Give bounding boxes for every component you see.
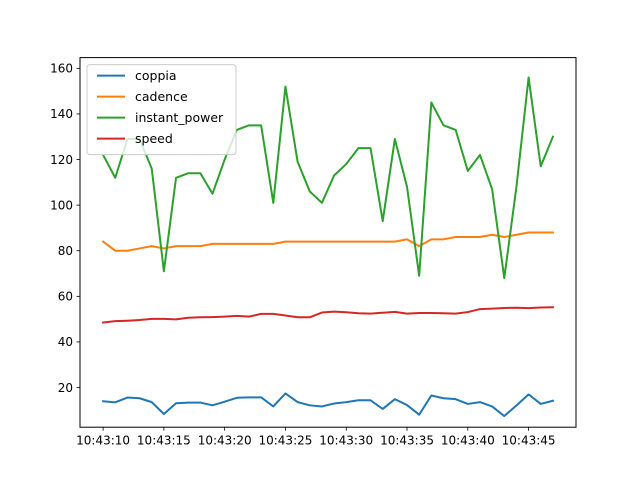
x-tick-label: 10:43:30 bbox=[319, 434, 373, 448]
x-tick-label: 10:43:25 bbox=[258, 434, 312, 448]
y-tick-label: 120 bbox=[50, 153, 73, 167]
x-tick-label: 10:43:15 bbox=[137, 434, 191, 448]
series-line-coppia bbox=[102, 392, 555, 418]
x-tick-label: 10:43:40 bbox=[441, 434, 495, 448]
x-tick-label: 10:43:35 bbox=[380, 434, 434, 448]
plot-area bbox=[101, 76, 555, 418]
x-tick-label: 10:43:20 bbox=[198, 434, 252, 448]
y-tick-label: 40 bbox=[58, 335, 73, 349]
y-tick-label: 80 bbox=[58, 244, 73, 258]
legend-label-coppia: coppia bbox=[135, 68, 177, 83]
x-tick-label: 10:43:10 bbox=[76, 434, 130, 448]
series-line-cadence bbox=[101, 231, 554, 252]
x-tick-label: 10:43:45 bbox=[502, 434, 556, 448]
legend-label-cadence: cadence bbox=[135, 89, 188, 104]
y-tick-label: 20 bbox=[58, 381, 73, 395]
series-line-speed bbox=[101, 306, 554, 324]
y-tick-label: 60 bbox=[58, 290, 73, 304]
y-tick-label: 100 bbox=[50, 198, 73, 212]
axes: 20 40 60 80 100 120 140 160 10:43:10 10:43:15 10:4… bbox=[50, 57, 577, 448]
axes-frame bbox=[79, 57, 577, 428]
legend-label-instant-power: instant_power bbox=[135, 110, 224, 125]
series-line-instant-power bbox=[101, 76, 555, 280]
y-tick-label: 160 bbox=[50, 62, 73, 76]
legend-label-speed: speed bbox=[135, 131, 173, 146]
y-tick-label: 140 bbox=[50, 107, 73, 121]
legend-box bbox=[86, 64, 237, 156]
